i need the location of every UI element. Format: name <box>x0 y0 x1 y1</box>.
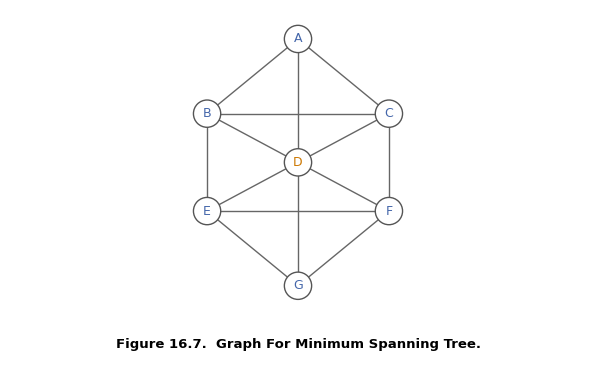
Text: C: C <box>384 107 393 120</box>
Circle shape <box>284 25 312 53</box>
Circle shape <box>194 197 221 225</box>
Circle shape <box>284 149 312 176</box>
Circle shape <box>375 100 402 127</box>
Circle shape <box>284 272 312 299</box>
Text: E: E <box>203 204 211 218</box>
Text: A: A <box>294 32 302 45</box>
Text: F: F <box>386 204 393 218</box>
Text: Figure 16.7.  Graph For Minimum Spanning Tree.: Figure 16.7. Graph For Minimum Spanning … <box>116 338 480 351</box>
Circle shape <box>375 197 402 225</box>
Text: G: G <box>293 279 303 292</box>
Text: B: B <box>203 107 212 120</box>
Text: D: D <box>293 156 303 169</box>
Circle shape <box>194 100 221 127</box>
